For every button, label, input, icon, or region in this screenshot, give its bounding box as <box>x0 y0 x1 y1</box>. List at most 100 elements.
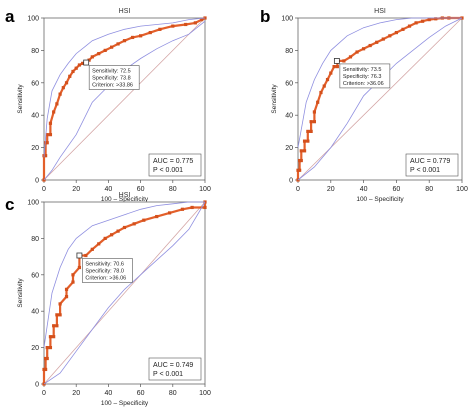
x-tick-label: 20 <box>327 186 335 193</box>
roc-point <box>64 81 69 85</box>
roc-point <box>44 141 48 145</box>
roc-point <box>130 35 135 40</box>
panel-letter: a <box>5 7 15 26</box>
roc-point <box>110 45 114 49</box>
roc-panel-b: b HSI 0 20 40 60 80 100 0 20 40 60 80 100 100 – Specif… <box>260 7 468 203</box>
x-tick-label: 60 <box>393 186 401 193</box>
auc-box-line: P < 0.001 <box>153 167 183 174</box>
roc-point <box>71 69 75 74</box>
roc-point <box>298 158 302 163</box>
roc-point <box>90 55 94 59</box>
chart-title: HSI <box>374 8 386 15</box>
x-tick-label: 80 <box>425 186 433 193</box>
roc-point <box>414 21 418 25</box>
criterion-box-line: Criterion: >36.06 <box>343 81 384 87</box>
y-tick-label: 80 <box>285 48 293 55</box>
y-tick-label: 20 <box>31 345 39 352</box>
panel-letter: c <box>5 195 14 214</box>
roc-point <box>61 86 65 90</box>
y-tick-label: 0 <box>35 178 39 185</box>
roc-point <box>394 30 398 35</box>
x-tick-label: 0 <box>296 186 300 193</box>
y-axis-label: Sensitivity <box>271 84 278 114</box>
auc-box: AUC = 0.775 P < 0.001 <box>148 153 202 177</box>
roc-point <box>45 133 49 137</box>
roc-point <box>44 356 48 361</box>
criterion-box-line: Specificity: 78.0 <box>85 269 124 275</box>
roc-point <box>306 139 310 143</box>
y-axis-label: Sensitivity <box>17 84 24 114</box>
x-tick-label: 0 <box>42 390 46 397</box>
auc-box: AUC = 0.749 P < 0.001 <box>148 357 202 381</box>
roc-point <box>58 302 62 306</box>
roc-point <box>298 168 302 172</box>
y-tick-label: 40 <box>31 113 39 120</box>
roc-point <box>55 102 59 106</box>
x-tick-label: 60 <box>137 186 145 193</box>
x-axis-label: 100 – Specificity <box>101 196 149 203</box>
auc-box: AUC = 0.779 P < 0.001 <box>405 153 459 177</box>
roc-point <box>44 367 48 372</box>
auc-box-line: P < 0.001 <box>410 167 440 174</box>
x-tick-label: 100 <box>199 186 211 193</box>
x-axis-label: 100 – Specificity <box>101 400 149 407</box>
roc-point <box>52 335 56 339</box>
roc-point <box>148 30 152 35</box>
auc-box-frame <box>148 357 202 381</box>
roc-point <box>180 207 185 211</box>
y-tick-label: 80 <box>31 236 39 243</box>
roc-point <box>325 77 330 82</box>
y-tick-label: 100 <box>27 16 39 23</box>
x-tick-label: 40 <box>360 186 368 193</box>
roc-point <box>45 346 49 350</box>
roc-point <box>319 90 323 95</box>
ci-upper-curve <box>297 17 462 148</box>
reference-diagonal <box>43 201 206 385</box>
roc-point <box>71 273 75 277</box>
roc-point <box>322 84 326 88</box>
roc-point <box>316 100 320 104</box>
roc-point <box>116 42 120 46</box>
x-tick-label: 20 <box>72 186 80 193</box>
roc-point <box>427 18 431 22</box>
auc-box-line: P < 0.001 <box>153 371 183 378</box>
roc-point <box>77 63 82 67</box>
roc-point <box>132 222 136 226</box>
criterion-point <box>83 59 90 66</box>
roc-point <box>48 121 53 125</box>
roc-point <box>58 313 62 317</box>
criterion-point <box>333 58 340 64</box>
roc-point <box>142 218 146 222</box>
y-tick-label: 40 <box>285 113 293 120</box>
roc-point <box>309 129 313 133</box>
y-tick-label: 100 <box>281 16 293 23</box>
roc-point <box>312 110 316 114</box>
roc-point <box>332 65 336 69</box>
roc-point <box>68 74 72 78</box>
roc-point <box>64 287 69 291</box>
criterion-box-line: Specificity: 76.3 <box>343 74 382 80</box>
criterion-box-frame <box>88 65 140 90</box>
chart-title: HSI <box>119 8 131 15</box>
y-tick-label: 20 <box>285 145 293 152</box>
roc-point <box>348 55 353 59</box>
y-tick-label: 60 <box>31 272 39 279</box>
roc-point <box>355 50 359 54</box>
x-tick-label: 20 <box>72 390 80 397</box>
roc-point <box>48 133 53 137</box>
x-tick-label: 80 <box>169 186 177 193</box>
x-tick-label: 100 <box>456 186 468 193</box>
roc-point <box>116 229 120 233</box>
roc-point <box>45 141 49 145</box>
roc-point <box>388 34 392 38</box>
roc-point <box>401 27 405 31</box>
roc-point <box>122 39 127 43</box>
roc-point <box>184 22 188 27</box>
roc-point <box>42 367 46 372</box>
roc-point <box>81 61 85 65</box>
roc-point <box>368 43 372 48</box>
chart-title: HSI <box>119 192 131 199</box>
